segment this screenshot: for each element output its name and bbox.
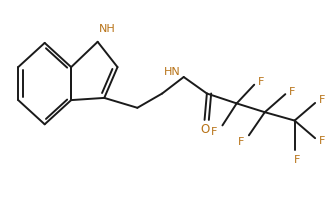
Text: F: F [289, 86, 295, 97]
Text: O: O [200, 123, 209, 136]
Text: F: F [238, 137, 244, 147]
Text: NH: NH [99, 24, 116, 34]
Text: F: F [211, 127, 218, 137]
Text: F: F [258, 77, 264, 87]
Text: F: F [319, 136, 325, 146]
Text: HN: HN [164, 67, 180, 77]
Text: F: F [319, 95, 325, 105]
Text: F: F [293, 155, 300, 165]
